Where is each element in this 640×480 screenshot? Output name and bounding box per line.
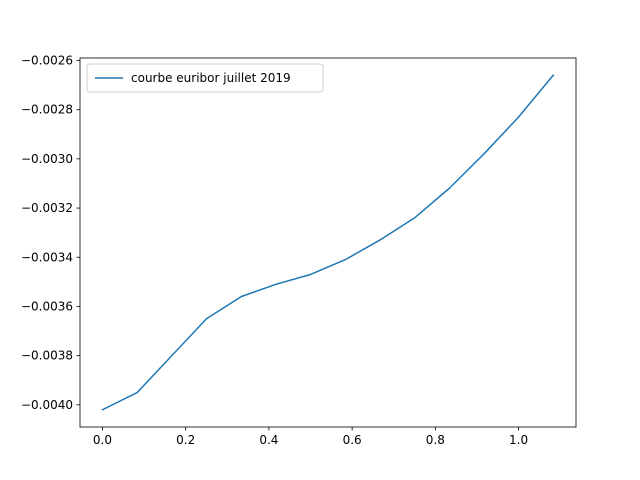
x-axis: 0.0 0.2 0.4 0.6 0.8 1.0	[93, 427, 528, 447]
y-tick-label: −0.0026	[21, 53, 73, 67]
y-tick-label: −0.0028	[21, 103, 73, 117]
x-tick-label: 0.4	[259, 433, 278, 447]
plot-area	[101, 74, 555, 411]
y-tick-label: −0.0040	[21, 398, 73, 412]
y-tick-label: −0.0034	[21, 250, 73, 264]
legend: courbe euribor juillet 2019	[86, 63, 324, 93]
legend-box	[86, 63, 324, 93]
y-tick-label: −0.0032	[21, 201, 73, 215]
y-tick-label: −0.0038	[21, 349, 73, 363]
y-tick-label: −0.0030	[21, 152, 73, 166]
x-tick-label: 0.2	[176, 433, 195, 447]
x-tick-label: 0.6	[343, 433, 362, 447]
x-tick-label: 1.0	[509, 433, 528, 447]
y-tick-label: −0.0036	[21, 299, 73, 313]
x-tick-label: 0.0	[93, 433, 112, 447]
axes-frame	[79, 57, 577, 428]
legend-label: courbe euribor juillet 2019	[131, 71, 291, 85]
x-tick-label: 0.8	[426, 433, 445, 447]
series-line	[101, 74, 555, 411]
y-axis: −0.0040 −0.0038 −0.0036 −0.0034 −0.0032 −0.00…	[21, 53, 80, 412]
